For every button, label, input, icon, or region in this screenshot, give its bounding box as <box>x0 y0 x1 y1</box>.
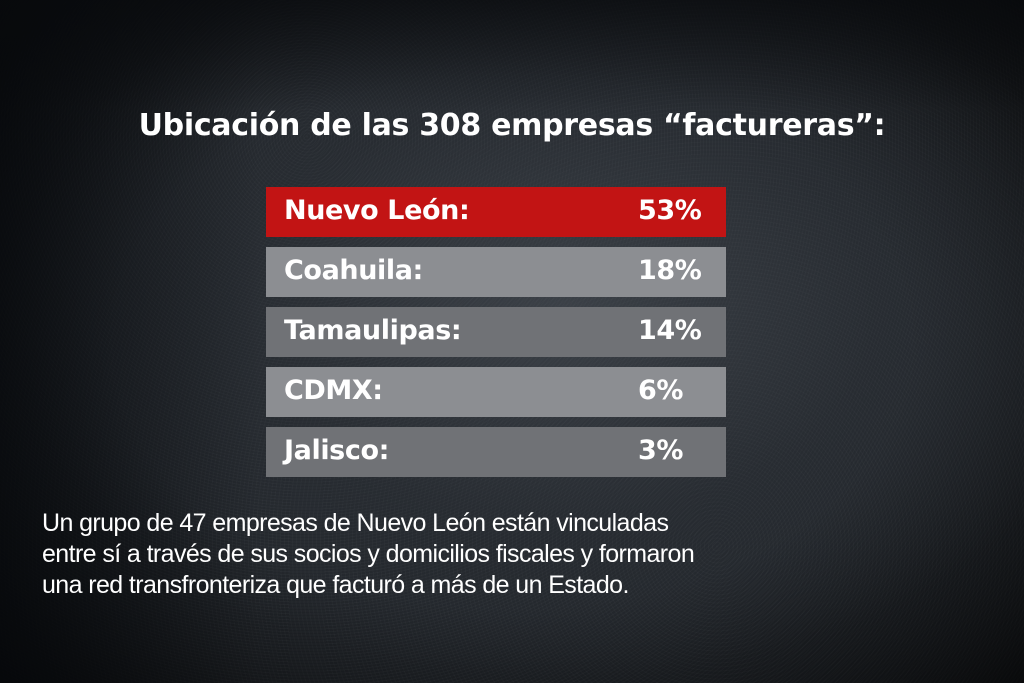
footer-line: Un grupo de 47 empresas de Nuevo León es… <box>42 509 669 537</box>
table-row-tamaulipas: Tamaulipas: 14% <box>266 307 726 357</box>
background-vignette-top <box>0 0 1024 110</box>
table-row-coahuila: Coahuila: 18% <box>266 247 726 297</box>
table-row-cdmx: CDMX: 6% <box>266 367 726 417</box>
table-row-nuevo-leon: Nuevo León: 53% <box>266 187 726 237</box>
row-value: 3% <box>638 435 684 466</box>
row-value: 14% <box>638 315 702 346</box>
row-value: 18% <box>638 255 702 286</box>
row-label: Coahuila: <box>284 255 423 286</box>
footer-line: entre sí a través de sus socios y domici… <box>42 540 695 568</box>
footer-caption: Un grupo de 47 empresas de Nuevo León es… <box>42 508 1002 601</box>
row-label: Tamaulipas: <box>284 315 462 346</box>
row-label: CDMX: <box>284 375 383 406</box>
chart-title: Ubicación de las 308 empresas “facturera… <box>138 108 886 143</box>
table-row-jalisco: Jalisco: 3% <box>266 427 726 477</box>
row-label: Jalisco: <box>284 435 389 466</box>
percentage-table: Nuevo León: 53% Coahuila: 18% Tamaulipas… <box>266 187 726 487</box>
row-value: 53% <box>638 195 702 226</box>
row-value: 6% <box>638 375 684 406</box>
footer-line: una red transfronteriza que facturó a má… <box>42 571 629 599</box>
row-label: Nuevo León: <box>284 195 470 226</box>
